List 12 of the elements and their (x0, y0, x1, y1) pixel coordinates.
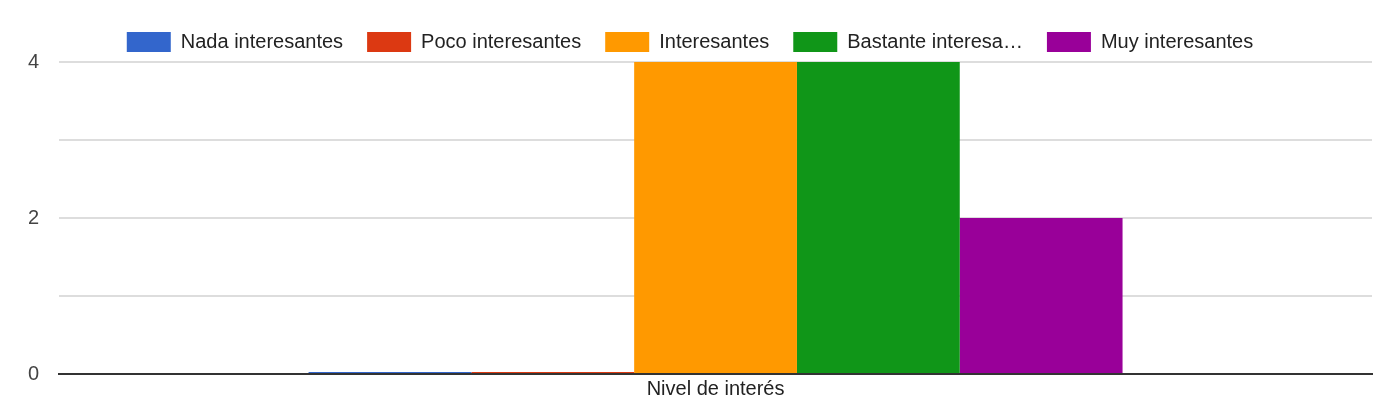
y-tick-label: 0 (28, 361, 40, 384)
legend-label: Muy interesantes (1100, 29, 1254, 52)
legend-label: Interesantes (659, 29, 770, 52)
x-tick-label: Nivel de interés (646, 376, 785, 399)
bar (796, 62, 960, 373)
legend-label: Bastante interesa… (847, 29, 1023, 52)
legend-label: Poco interesantes (421, 29, 582, 52)
y-tick-label: 2 (28, 205, 40, 228)
bar (959, 218, 1123, 373)
y-tick-label: 4 (28, 49, 40, 72)
bar (634, 62, 797, 373)
legend-label: Nada interesantes (180, 29, 344, 52)
